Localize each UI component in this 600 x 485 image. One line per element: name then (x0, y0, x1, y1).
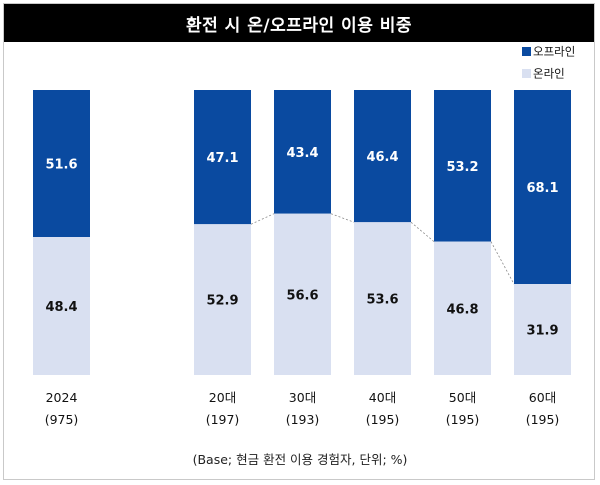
footnote: (Base; 현금 환전 이용 경험자, 단위; %) (192, 452, 408, 467)
data-label-online: 48.4 (45, 300, 77, 315)
bar-offline-6 (514, 90, 571, 285)
bar-offline-3 (274, 90, 331, 214)
category-sublabel: (195) (526, 412, 560, 427)
data-label-offline: 53.2 (446, 160, 478, 175)
bar-online-5 (434, 241, 491, 375)
category-sublabel: (197) (206, 412, 240, 427)
category-sublabel: (195) (366, 412, 400, 427)
category-label: 30대 (289, 390, 316, 405)
chart-title: 환전 시 온/오프라인 이용 비중 (4, 4, 594, 42)
chart-frame: 환전 시 온/오프라인 이용 비중 (3, 3, 595, 480)
legend-label-offline: 오프라인 (533, 45, 575, 59)
bar-offline-4 (354, 90, 411, 223)
bar-online-3 (274, 213, 331, 375)
bar-online-4 (354, 222, 411, 375)
data-label-online: 52.9 (206, 294, 238, 309)
data-label-online: 56.6 (286, 288, 318, 303)
data-label-offline: 51.6 (45, 158, 77, 173)
connector-line (330, 213, 355, 223)
bar-offline-2 (194, 90, 251, 225)
category-label: 60대 (529, 390, 556, 405)
data-label-offline: 68.1 (526, 181, 558, 196)
bar-offline-5 (434, 90, 491, 242)
bar-offline-1 (33, 90, 90, 238)
legend-label-online: 온라인 (533, 67, 565, 81)
data-label-offline: 46.4 (366, 150, 398, 165)
category-sublabel: (195) (446, 412, 480, 427)
data-label-online: 53.6 (366, 293, 398, 308)
bar-online-2 (194, 224, 251, 375)
bar-online-1 (33, 237, 90, 375)
data-label-offline: 43.4 (286, 146, 318, 161)
category-label: 50대 (449, 390, 476, 405)
legend-swatch-offline (522, 47, 531, 56)
legend-swatch-online (522, 69, 531, 78)
data-label-online: 31.9 (526, 324, 558, 339)
category-label: 20대 (209, 390, 236, 405)
bar-online-6 (514, 284, 571, 375)
category-label: 2024 (46, 390, 78, 405)
data-label-online: 46.8 (446, 302, 478, 317)
connector-line (490, 241, 515, 285)
connector-line (410, 221, 435, 242)
category-sublabel: (193) (286, 412, 320, 427)
connector-line (250, 213, 275, 225)
category-label: 40대 (369, 390, 396, 405)
category-sublabel: (975) (45, 412, 79, 427)
data-label-offline: 47.1 (206, 151, 238, 166)
